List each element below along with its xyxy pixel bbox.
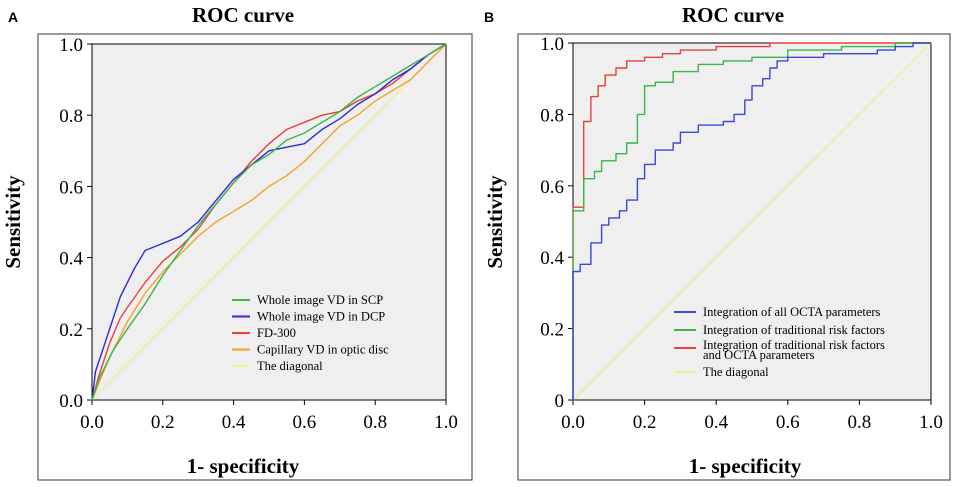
series-line-integration-of-traditional-risk-factors-and-octa-parameters [572, 42, 931, 400]
y-tick-label: 1.0 [540, 34, 564, 55]
legend-label: Whole image VD in DCP [257, 310, 385, 324]
series-group [572, 42, 932, 401]
x-tick-label: 0.4 [222, 412, 246, 433]
legend-label: FD-300 [257, 326, 296, 340]
x-axis-label: 1- specificity [689, 454, 802, 478]
x-tick-label: 0.6 [776, 412, 800, 433]
x-tick-label: 1.0 [434, 412, 458, 433]
x-tick-label: 0.6 [293, 412, 317, 433]
x-tick-label: 0.4 [704, 412, 728, 433]
y-tick-label: 0.2 [540, 320, 564, 341]
legend-label: The diagonal [703, 365, 769, 379]
series-line-fd-300 [91, 43, 447, 401]
x-tick-label: 0.2 [633, 412, 657, 433]
series-line-whole-image-vd-in-dcp [91, 43, 447, 401]
y-tick-label: 0.6 [540, 177, 564, 198]
y-tick-label: 1.0 [59, 35, 83, 56]
legend-label: Integration of traditional risk factors a… [703, 338, 885, 362]
legend-label: Integration of traditional risk factors [703, 323, 885, 337]
legend-label: Integration of all OCTA parameters [703, 305, 881, 319]
series-line-whole-image-vd-in-scp [91, 43, 447, 401]
x-axis-label: 1- specificity [187, 454, 300, 478]
x-tick-label: 1.0 [919, 412, 943, 433]
ticks: 0.0 0.2 0.4 0.6 0.8 1.0 0.0 0.2 0.4 0.6 0.8 1.0 [59, 35, 458, 433]
x-tick-label: 0.0 [561, 412, 585, 433]
y-tick-label: 0.6 [59, 177, 83, 198]
chart-title: ROC curve [682, 3, 784, 27]
y-axis-label: Sensitivity [1, 175, 25, 269]
chart-frame [37, 33, 473, 481]
series-line-the-diagonal [91, 43, 447, 401]
y-tick-label: 0 [555, 391, 565, 412]
y-tick-label: 0.2 [59, 320, 83, 341]
x-tick-label: 0.0 [80, 412, 104, 433]
series-line-the-diagonal [572, 42, 932, 401]
legend-label: The diagonal [257, 359, 323, 373]
x-tick-label: 0.8 [848, 412, 872, 433]
panel-b: B ROC curve Sensitivity 1- specificity 0… [483, 3, 951, 481]
series-group [91, 43, 447, 401]
x-tick-label: 0.2 [151, 412, 175, 433]
ticks: 0.0 0.2 0.4 0.6 0.8 1.0 0 0.2 0.4 0.6 0.8 1.0 [540, 34, 943, 433]
y-tick-label: 0.4 [59, 249, 83, 270]
x-tick-label: 0.8 [363, 412, 387, 433]
series-line-integration-of-all-octa-parameters [572, 42, 931, 400]
chart-title: ROC curve [192, 3, 294, 27]
y-tick-label: 0.8 [59, 106, 83, 127]
panel-label: B [484, 9, 494, 25]
legend-label: Whole image VD in SCP [257, 293, 383, 307]
y-tick-label: 0.0 [59, 391, 83, 412]
chart-frame [517, 33, 951, 481]
legend-label: Capillary VD in optic disc [257, 343, 389, 357]
series-line-integration-of-traditional-risk-factors [572, 42, 931, 400]
panel-a: A ROC curve Sensitivity 1- specificity 0… [1, 3, 473, 481]
panel-label: A [8, 9, 18, 25]
series-line-capillary-vd-in-optic-disc [91, 43, 447, 401]
y-tick-label: 0.4 [540, 248, 564, 269]
legend: Whole image VD in SCP Whole image VD in D… [232, 293, 389, 373]
y-axis-label: Sensitivity [483, 175, 507, 269]
y-tick-label: 0.8 [540, 105, 564, 126]
legend: Integration of all OCTA parameters Integr… [674, 305, 885, 379]
